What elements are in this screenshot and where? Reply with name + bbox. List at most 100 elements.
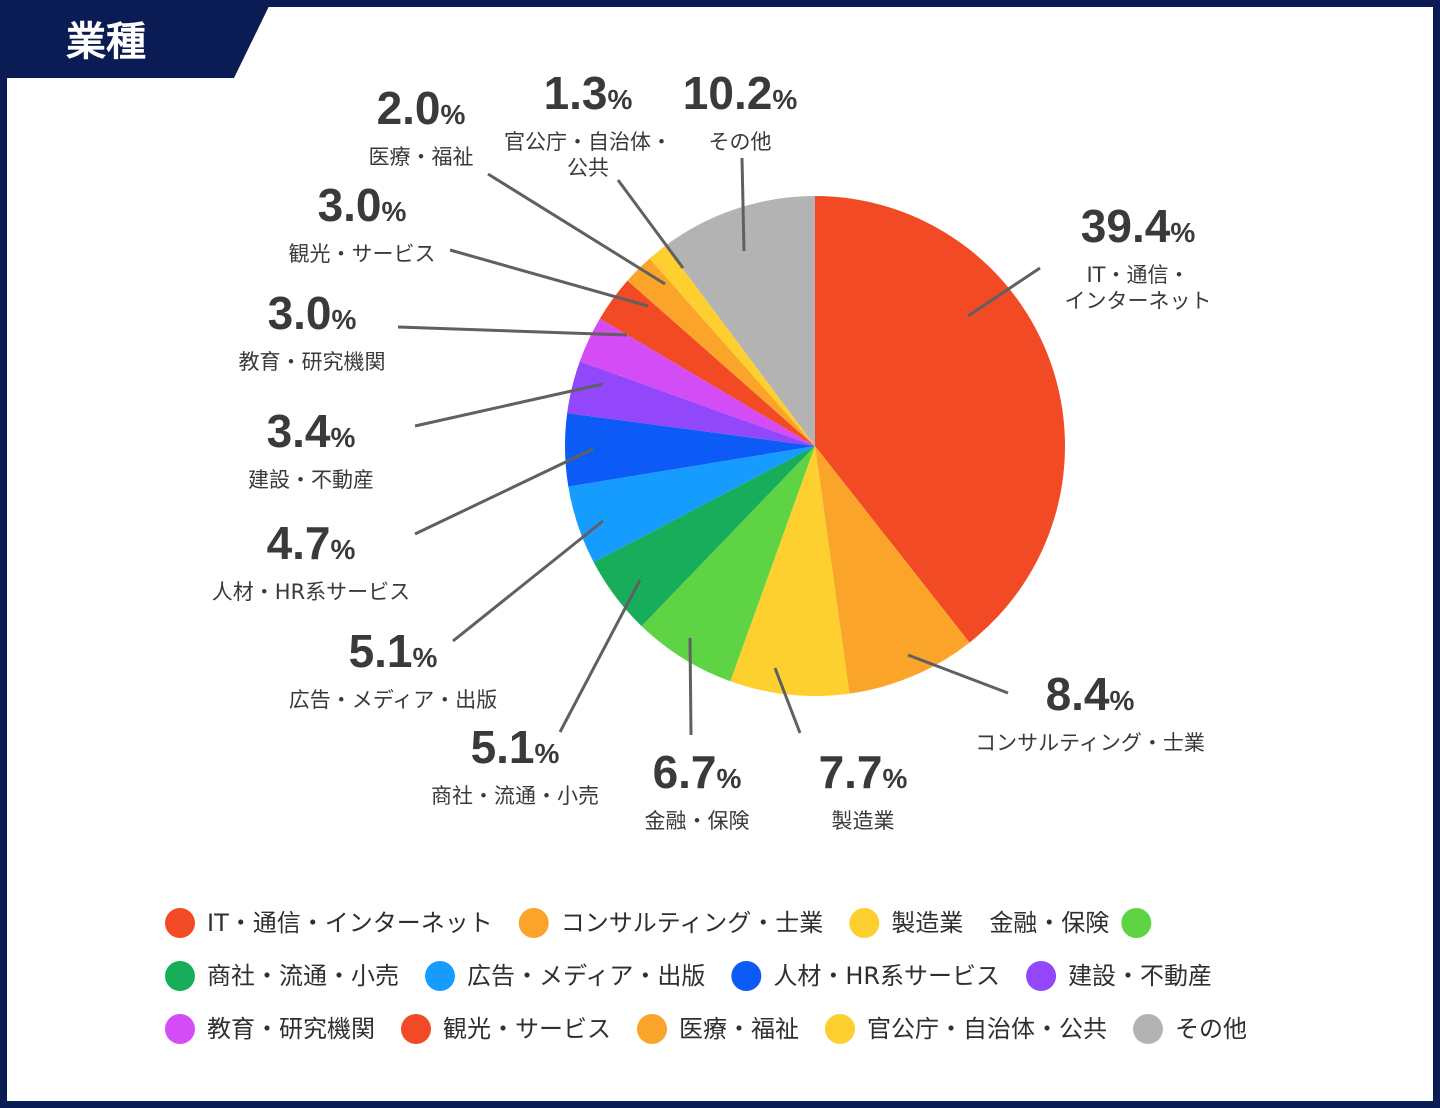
slice-7-percent-label: 4.7% bbox=[267, 517, 356, 569]
slice-2-percent-label: 8.4% bbox=[1046, 668, 1135, 720]
slice-13-leader-line bbox=[740, 157, 746, 252]
legend-label: 製造業 bbox=[891, 909, 963, 937]
slice-labels: 39.4% IT・通信・インターネット 8.4% コンサルティング・士業 7.7% 製造業… bbox=[212, 67, 1212, 833]
legend-item: 教育・研究機関 bbox=[165, 1014, 375, 1044]
slice-12-category-label: 公共 bbox=[567, 156, 609, 180]
legend-item: 観光・サービス bbox=[401, 1014, 611, 1044]
legend-item: 官公庁・自治体・公共 bbox=[825, 1014, 1107, 1044]
slice-11-leader-line bbox=[487, 172, 666, 286]
legend-marker bbox=[731, 961, 762, 991]
legend-marker bbox=[1121, 908, 1152, 938]
legend-label: 人材・HR系サービス bbox=[773, 962, 1000, 990]
slice-9-category-label: 教育・研究機関 bbox=[239, 350, 386, 374]
slice-12-percent-label: 1.3% bbox=[544, 67, 633, 119]
slice-12-category-label: 官公庁・自治体・ bbox=[504, 130, 672, 154]
slice-11-category-label: 医療・福祉 bbox=[369, 145, 474, 169]
legend-item: 人材・HR系サービス bbox=[731, 961, 1000, 991]
slice-6-wedge bbox=[568, 446, 815, 563]
slice-7-leader-line bbox=[414, 447, 594, 536]
legend-label: 観光・サービス bbox=[443, 1015, 611, 1043]
slice-8-wedge bbox=[567, 361, 815, 446]
legend-marker bbox=[825, 1014, 855, 1044]
legend-label: 商社・流通・小売 bbox=[207, 962, 399, 990]
slice-3-leader-line bbox=[773, 667, 802, 734]
slice-7-category-label: 人材・HR系サービス bbox=[212, 580, 410, 604]
legend-marker bbox=[425, 961, 455, 991]
legend-label: 金融・保険 bbox=[989, 909, 1109, 937]
slice-3-category-label: 製造業 bbox=[832, 809, 895, 833]
legend-marker bbox=[518, 908, 549, 938]
legend-marker bbox=[849, 908, 880, 938]
slice-9-percent-label: 3.0% bbox=[268, 287, 357, 339]
legend-item: IT・通信・インターネット bbox=[165, 908, 493, 938]
slice-6-percent-label: 5.1% bbox=[349, 625, 438, 677]
slice-5-wedge bbox=[593, 446, 815, 627]
legend-label: 官公庁・自治体・公共 bbox=[867, 1015, 1107, 1043]
legend-item: 製造業 bbox=[849, 908, 963, 938]
pie-slices bbox=[564, 196, 1065, 697]
legend-item: 広告・メディア・出版 bbox=[425, 961, 705, 991]
slice-13-wedge bbox=[665, 196, 815, 446]
slice-10-wedge bbox=[599, 280, 815, 446]
legend-marker bbox=[401, 1014, 431, 1044]
legend-marker bbox=[637, 1014, 667, 1044]
legend-item: 建設・不動産 bbox=[1026, 961, 1212, 991]
legend-item: 金融・保険 bbox=[989, 908, 1152, 938]
legend-label: 建設・不動産 bbox=[1068, 962, 1212, 990]
legend-label: IT・通信・インターネット bbox=[207, 909, 493, 937]
slice-10-leader-line bbox=[449, 248, 649, 308]
slice-8-leader-line bbox=[414, 382, 604, 428]
slice-11-percent-label: 2.0% bbox=[377, 82, 466, 134]
slice-7-wedge bbox=[564, 413, 815, 487]
legend-item: 商社・流通・小売 bbox=[165, 961, 399, 991]
legend-item: コンサルティング・士業 bbox=[518, 908, 824, 938]
slice-5-percent-label: 5.1% bbox=[471, 721, 560, 773]
slice-9-wedge bbox=[579, 318, 815, 446]
slice-9-leader-line bbox=[397, 325, 628, 337]
legend-label: コンサルティング・士業 bbox=[561, 909, 824, 937]
slice-4-category-label: 金融・保険 bbox=[645, 809, 750, 833]
legend-label: 医療・福祉 bbox=[679, 1015, 799, 1043]
slice-1-wedge bbox=[815, 196, 1065, 643]
slice-1-category-label: IT・通信・ bbox=[1086, 263, 1189, 287]
slice-10-percent-label: 3.0% bbox=[318, 179, 407, 231]
slice-2-category-label: コンサルティング・士業 bbox=[975, 731, 1205, 755]
title-tab bbox=[0, 0, 272, 78]
slice-4-percent-label: 6.7% bbox=[653, 746, 742, 798]
slice-3-wedge bbox=[730, 446, 850, 697]
legend-label: 広告・メディア・出版 bbox=[467, 962, 705, 990]
slice-8-category-label: 建設・不動産 bbox=[248, 468, 374, 492]
slice-5-category-label: 商社・流通・小売 bbox=[431, 784, 599, 808]
slice-4-leader-line bbox=[688, 637, 693, 736]
legend: IT・通信・インターネット コンサルティング・士業 製造業 金融・保険商社・流通・小売… bbox=[165, 908, 1247, 1044]
slice-1-category-label: インターネット bbox=[1065, 289, 1212, 313]
legend-marker bbox=[165, 961, 195, 991]
slice-4-wedge bbox=[641, 446, 815, 682]
slice-8-percent-label: 3.4% bbox=[267, 405, 356, 457]
slice-12-wedge bbox=[649, 245, 815, 446]
page-title: 業種 bbox=[66, 19, 146, 65]
legend-item: 医療・福祉 bbox=[637, 1014, 799, 1044]
slice-3-percent-label: 7.7% bbox=[819, 746, 908, 798]
legend-marker bbox=[165, 1014, 195, 1044]
slice-2-wedge bbox=[815, 446, 970, 694]
slice-11-wedge bbox=[627, 258, 815, 446]
slice-1-leader-line bbox=[967, 266, 1041, 318]
legend-label: その他 bbox=[1175, 1015, 1247, 1043]
slice-10-category-label: 観光・サービス bbox=[289, 242, 436, 266]
legend-label: 教育・研究機関 bbox=[207, 1015, 375, 1043]
slice-1-percent-label: 39.4% bbox=[1081, 200, 1196, 252]
legend-marker bbox=[165, 908, 195, 938]
slice-12-leader-line bbox=[616, 179, 685, 269]
leader-lines bbox=[397, 157, 1041, 736]
slice-5-leader-line bbox=[558, 579, 642, 733]
legend-item: その他 bbox=[1133, 1014, 1247, 1044]
legend-marker bbox=[1133, 1014, 1163, 1044]
slice-6-category-label: 広告・メディア・出版 bbox=[289, 688, 498, 712]
slice-2-leader-line bbox=[907, 653, 1009, 695]
slice-6-leader-line bbox=[452, 519, 604, 643]
legend-marker bbox=[1026, 961, 1057, 991]
slice-13-category-label: その他 bbox=[709, 130, 772, 154]
